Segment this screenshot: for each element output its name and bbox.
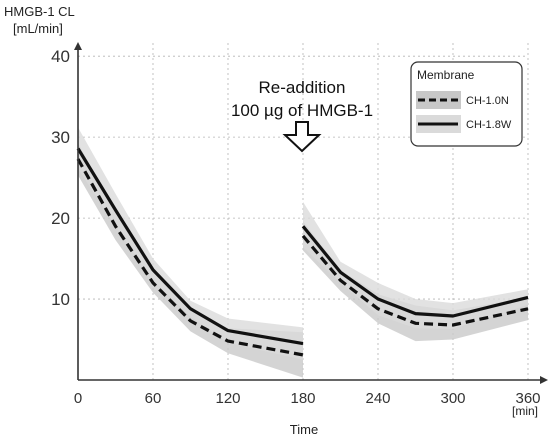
x-axis-unit: [min]	[512, 404, 538, 418]
x-tick-label: 180	[290, 390, 315, 407]
x-tick-label: 120	[215, 390, 240, 407]
series-line-ch-1-8w	[76, 147, 304, 346]
x-axis-arrowhead	[540, 376, 548, 384]
line-layer	[76, 147, 529, 357]
legend-title: Membrane	[417, 68, 475, 82]
series-line-ch-1-0n	[76, 158, 304, 357]
series-line-ch-1-8w	[301, 225, 529, 318]
x-tick-label: 360	[515, 390, 540, 407]
x-tick-label: 0	[74, 390, 82, 407]
y-axis-label-line1: HMGB-1 CL	[4, 4, 75, 19]
readdition-annotation: Re-addition 100 µg of HMGB-1	[231, 78, 373, 153]
tick-layer: 0 60 120 180 240 300 360 10 20 30 40	[51, 47, 540, 407]
annotation-line2: 100 µg of HMGB-1	[231, 101, 373, 120]
legend-label-ch10n: CH-1.0N	[466, 95, 509, 107]
y-axis-label-line2: [mL/min]	[13, 21, 63, 36]
annotation-line1: Re-addition	[259, 78, 346, 97]
series-line-ch-1-0n	[301, 234, 529, 327]
y-tick-label: 10	[51, 290, 70, 309]
y-tick-label: 30	[51, 128, 70, 147]
x-tick-label: 60	[145, 390, 162, 407]
legend: Membrane CH-1.0N CH-1.8W	[410, 61, 523, 147]
y-tick-label: 40	[51, 47, 70, 66]
error-band-ch-1-8w	[303, 201, 528, 329]
error-band-ch-1-8w	[78, 127, 303, 360]
axis-layer	[74, 42, 548, 384]
y-axis-arrowhead	[74, 42, 82, 50]
legend-band-swatch-ch10n	[416, 91, 461, 109]
x-tick-label: 240	[365, 390, 390, 407]
x-axis-label: Time	[290, 422, 318, 437]
down-arrow-icon	[282, 121, 322, 153]
x-tick-label: 300	[440, 390, 465, 407]
y-tick-label: 20	[51, 209, 70, 228]
legend-label-ch18w: CH-1.8W	[466, 119, 512, 131]
